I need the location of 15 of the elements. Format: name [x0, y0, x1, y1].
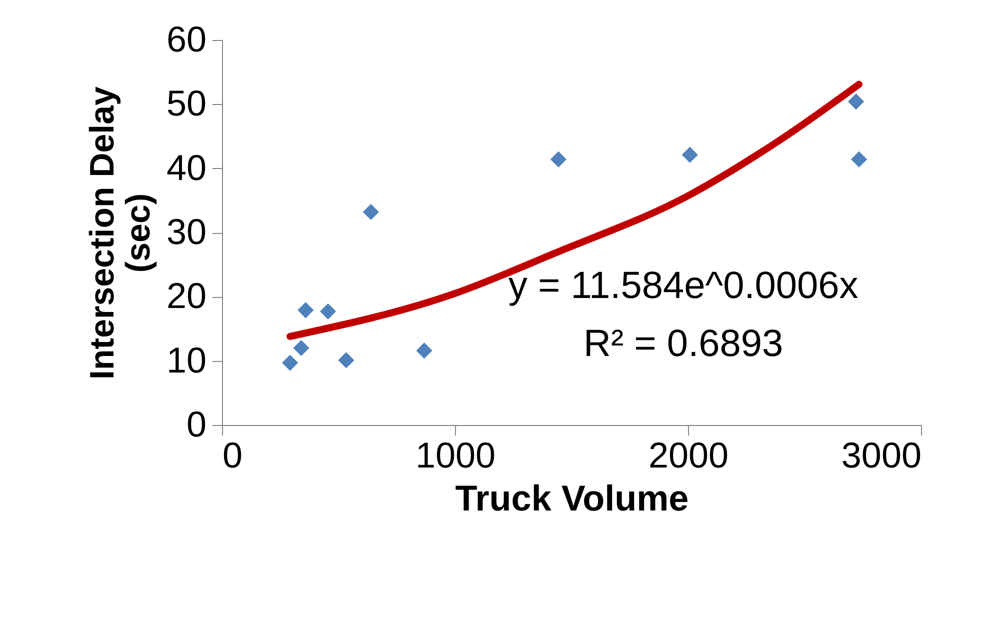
y-tick-label: 10: [166, 339, 206, 380]
annotation: R² = 0.6893: [584, 323, 784, 365]
y-tick-label: 20: [166, 275, 206, 316]
y-tick-label: 0: [186, 404, 206, 444]
y-tick-label: 30: [166, 211, 206, 252]
y-tick-label: 60: [166, 18, 206, 60]
x-tick-label: 2000: [648, 434, 729, 476]
x-tick-label: 1000: [415, 434, 496, 476]
x-axis-title: Truck Volume: [455, 478, 689, 518]
annotation: y = 11.584e^0.0006x: [508, 265, 858, 307]
y-tick-label: 40: [166, 146, 206, 188]
y-axis-title: Intersection Delay (sec): [83, 86, 158, 380]
x-tick-label: 0: [222, 434, 243, 476]
y-tick-label: 50: [166, 82, 206, 124]
x-tick-label: 3000: [841, 434, 922, 476]
